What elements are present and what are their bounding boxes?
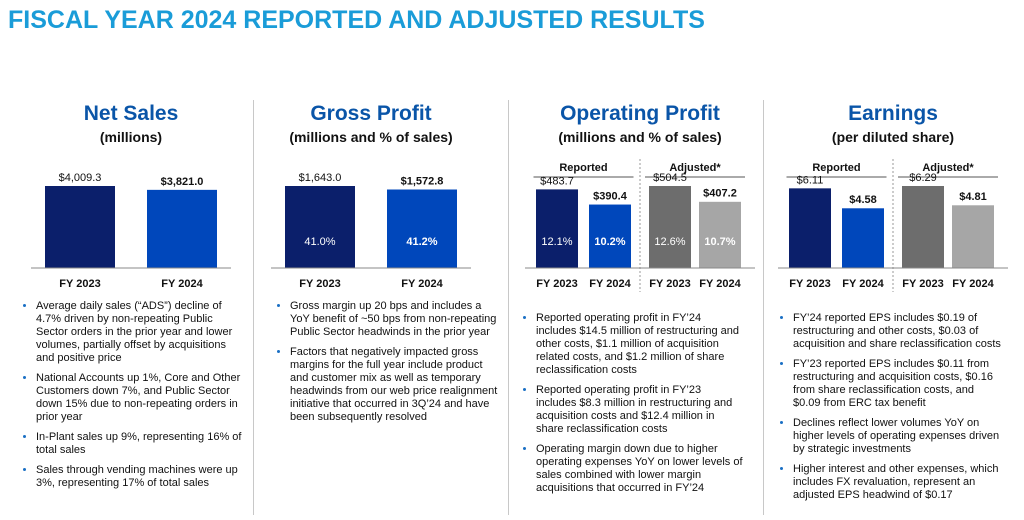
bullet: National Accounts up 1%, Core and Other … — [36, 372, 244, 424]
group-label: Adjusted* — [922, 162, 974, 174]
margin-label: 41.2% — [406, 236, 437, 248]
x-tick-label: FY 2024 — [842, 278, 884, 290]
bullet: Operating margin down due to higher oper… — [536, 443, 744, 495]
x-tick-label: FY 2023 — [299, 278, 340, 290]
panel-subtitle: (millions and % of sales) — [558, 129, 722, 145]
bar — [536, 189, 578, 268]
margin-label: 12.1% — [541, 236, 572, 248]
bullet: Sales through vending machines were up 3… — [36, 464, 244, 490]
value-label: $4.58 — [849, 194, 877, 206]
value-label: $483.7 — [540, 175, 574, 187]
bullet-list: Reported operating profit in FY’24 inclu… — [522, 312, 744, 502]
bar — [952, 205, 994, 268]
bullet-list: Average daily sales (“ADS”) decline of 4… — [22, 300, 244, 497]
value-label: $407.2 — [703, 188, 737, 200]
bullet: FY’24 reported EPS includes $0.19 of res… — [793, 312, 1001, 351]
panel-title: Net Sales — [83, 102, 179, 125]
margin-label: 41.0% — [304, 236, 335, 248]
bullet: Higher interest and other expenses, whic… — [793, 463, 1001, 502]
bar — [45, 186, 115, 268]
panel-title: Operating Profit — [560, 102, 720, 125]
bullet: FY’23 reported EPS includes $0.11 from r… — [793, 358, 1001, 410]
value-label: $3,821.0 — [161, 176, 204, 188]
x-tick-label: FY 2024 — [952, 278, 994, 290]
chart: $4,009.3 FY 2023 $3,821.0 FY 2024 — [31, 172, 231, 290]
value-label: $4.81 — [959, 191, 987, 203]
bar — [699, 201, 741, 268]
x-tick-label: FY 2023 — [59, 278, 100, 290]
group-label: Reported — [812, 162, 860, 174]
chart: $1,643.0 41.0% FY 2023 $1,572.8 41.2% FY 2024 — [271, 172, 471, 290]
value-label: $4,009.3 — [59, 172, 102, 184]
value-label: $6.29 — [909, 172, 937, 184]
panel-title: Earnings — [848, 102, 938, 125]
bar — [902, 186, 944, 268]
divider — [253, 100, 254, 515]
x-tick-label: FY 2024 — [401, 278, 443, 290]
x-tick-label: FY 2023 — [789, 278, 830, 290]
x-tick-label: FY 2023 — [536, 278, 577, 290]
bullet-list: FY’24 reported EPS includes $0.19 of res… — [779, 312, 1001, 509]
divider — [508, 100, 509, 515]
bullet: Reported operating profit in FY’24 inclu… — [536, 312, 744, 377]
margin-label: 10.2% — [594, 236, 625, 248]
bullet: In-Plant sales up 9%, representing 16% o… — [36, 431, 244, 457]
bullet: Declines reflect lower volumes YoY on hi… — [793, 417, 1001, 456]
x-tick-label: FY 2024 — [589, 278, 631, 290]
bar — [147, 189, 217, 268]
bar — [649, 186, 691, 268]
margin-label: 10.7% — [704, 236, 735, 248]
panel-subtitle: (millions and % of sales) — [289, 129, 453, 145]
panel-subtitle: (millions) — [99, 129, 163, 145]
value-label: $1,643.0 — [299, 172, 342, 184]
group-label: Adjusted* — [669, 162, 721, 174]
x-tick-label: FY 2023 — [649, 278, 690, 290]
panel-title: Gross Profit — [310, 102, 432, 125]
slide-title: FISCAL YEAR 2024 REPORTED AND ADJUSTED R… — [8, 6, 705, 34]
bullet: Gross margin up 20 bps and includes a Yo… — [290, 300, 498, 339]
bar — [285, 186, 355, 268]
margin-label: 12.6% — [654, 236, 685, 248]
value-label: $504.5 — [653, 172, 687, 184]
bar — [789, 188, 831, 268]
bullet: Reported operating profit in FY’23 inclu… — [536, 384, 744, 436]
x-tick-label: FY 2024 — [161, 278, 203, 290]
value-label: $390.4 — [593, 190, 628, 202]
bar — [842, 208, 884, 268]
value-label: $1,572.8 — [401, 175, 444, 187]
x-tick-label: FY 2024 — [699, 278, 741, 290]
chart: Reported$6.11 FY 2023 $4.58 FY 2024 Adjusted… — [778, 159, 1008, 292]
x-tick-label: FY 2023 — [902, 278, 943, 290]
divider — [763, 100, 764, 515]
group-label: Reported — [559, 162, 607, 174]
panel-subtitle: (per diluted share) — [831, 129, 955, 145]
bullet: Average daily sales (“ADS”) decline of 4… — [36, 300, 244, 365]
value-label: $6.11 — [797, 174, 824, 186]
bullet-list: Gross margin up 20 bps and includes a Yo… — [276, 300, 498, 431]
bar — [589, 204, 631, 268]
chart: Reported$483.7 12.1% FY 2023 $390.4 10.2% FY … — [525, 159, 755, 292]
bullet: Factors that negatively impacted gross m… — [290, 346, 498, 424]
bar — [387, 189, 457, 268]
